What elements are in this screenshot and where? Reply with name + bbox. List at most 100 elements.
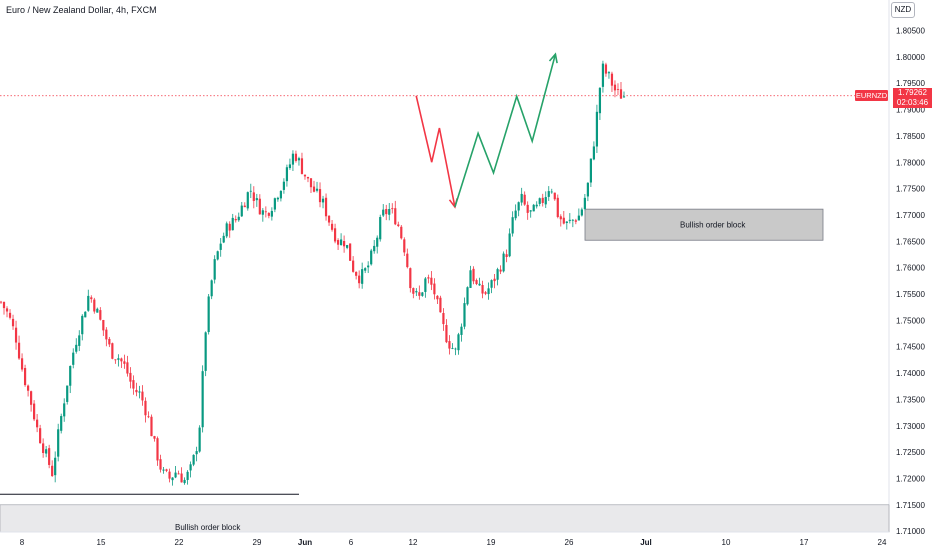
candle-body: [364, 268, 367, 271]
candle-body: [72, 352, 75, 365]
chart-title: Euro / New Zealand Dollar, 4h, FXCM: [6, 5, 157, 15]
y-tick-label: 1.79000: [896, 106, 925, 115]
candle-body: [303, 174, 307, 177]
candle-body: [433, 283, 436, 295]
candle-body: [63, 403, 66, 417]
candle-body: [78, 335, 81, 346]
candle-body: [493, 278, 496, 282]
candle-body: [282, 181, 286, 190]
y-tick-label: 1.73500: [896, 395, 925, 404]
order-block-upper-label: Bullish order block: [680, 221, 746, 230]
y-tick-label: 1.77500: [896, 185, 925, 194]
candle-body: [514, 210, 517, 219]
candle-body: [511, 217, 514, 234]
x-tick-label: 29: [253, 538, 262, 547]
y-tick-label: 1.74000: [896, 369, 925, 378]
candle-body: [616, 89, 620, 90]
candle-body: [237, 216, 240, 221]
candle-body: [66, 385, 69, 402]
candle-body: [391, 208, 394, 210]
candle-body: [496, 269, 499, 280]
candle-body: [529, 210, 532, 212]
candle-body: [150, 416, 153, 437]
candle-body: [406, 253, 409, 268]
candle-body: [358, 275, 361, 284]
candle-body: [26, 385, 30, 391]
candle-body: [126, 362, 129, 374]
candle-body: [270, 210, 273, 217]
candle-body: [69, 366, 72, 386]
candle-body: [144, 400, 147, 416]
candle-body: [460, 326, 463, 335]
candle-body: [90, 297, 93, 300]
y-tick-label: 1.78000: [896, 158, 925, 167]
candle-body: [448, 341, 451, 349]
candle-body: [84, 311, 87, 318]
y-tick-label: 1.75000: [896, 316, 925, 325]
candle-body: [330, 223, 334, 230]
candle-body: [186, 471, 189, 480]
candle-body: [451, 348, 454, 349]
candle-body: [571, 219, 574, 221]
candle-body: [355, 271, 358, 276]
candle-body: [102, 319, 105, 331]
candle-body: [339, 239, 343, 246]
candle-body: [42, 443, 45, 454]
candle-body: [436, 295, 439, 300]
y-tick-label: 1.79500: [896, 79, 925, 88]
candle-body: [490, 280, 493, 288]
candle-body: [234, 219, 237, 221]
candle-body: [541, 197, 544, 203]
x-tick-label: Jun: [298, 538, 312, 547]
candle-body: [246, 192, 249, 209]
candle-body: [156, 438, 159, 461]
candle-body: [547, 191, 550, 197]
candle-body: [604, 64, 608, 74]
candle-body: [48, 448, 51, 465]
candle-body: [204, 332, 207, 371]
candle-body: [622, 96, 626, 98]
candle-body: [343, 241, 346, 247]
candle-body: [361, 269, 364, 284]
projection-bullish-arrowhead: [548, 52, 558, 64]
candle-body: [397, 224, 400, 226]
candle-body: [14, 327, 18, 343]
currency-selector[interactable]: NZD: [891, 2, 915, 18]
candle-body: [225, 223, 228, 237]
candle-body: [577, 215, 580, 221]
candle-body: [336, 240, 340, 245]
candle-body: [442, 312, 445, 325]
candle-body: [318, 189, 322, 203]
candle-body: [553, 192, 556, 200]
y-tick-label: 1.72500: [896, 448, 925, 457]
candle-body: [412, 288, 415, 294]
candle-body: [174, 472, 177, 478]
candle-body: [17, 342, 21, 359]
candle-body: [180, 473, 183, 483]
candle-body: [228, 223, 231, 231]
candle-body: [421, 292, 424, 296]
candle-body: [463, 303, 466, 327]
candle-body: [288, 164, 292, 169]
candle-body: [162, 469, 165, 471]
candle-body: [285, 167, 289, 182]
projection-bullish: [454, 53, 557, 208]
candle-body: [276, 197, 279, 200]
candle-body: [267, 213, 270, 216]
x-tick-label: 19: [487, 538, 496, 547]
candle-body: [141, 391, 144, 401]
candle-body: [183, 479, 186, 484]
candle-body: [309, 178, 313, 188]
candle-body: [207, 296, 210, 333]
candle-body: [57, 429, 60, 457]
candle-body: [249, 190, 252, 192]
candle-body: [475, 280, 478, 285]
y-tick-label: 1.72000: [896, 474, 925, 483]
candle-body: [60, 416, 63, 431]
candle-body: [544, 197, 547, 205]
candle-body: [574, 220, 577, 222]
y-tick-label: 1.77000: [896, 211, 925, 220]
candle-body: [279, 190, 282, 199]
